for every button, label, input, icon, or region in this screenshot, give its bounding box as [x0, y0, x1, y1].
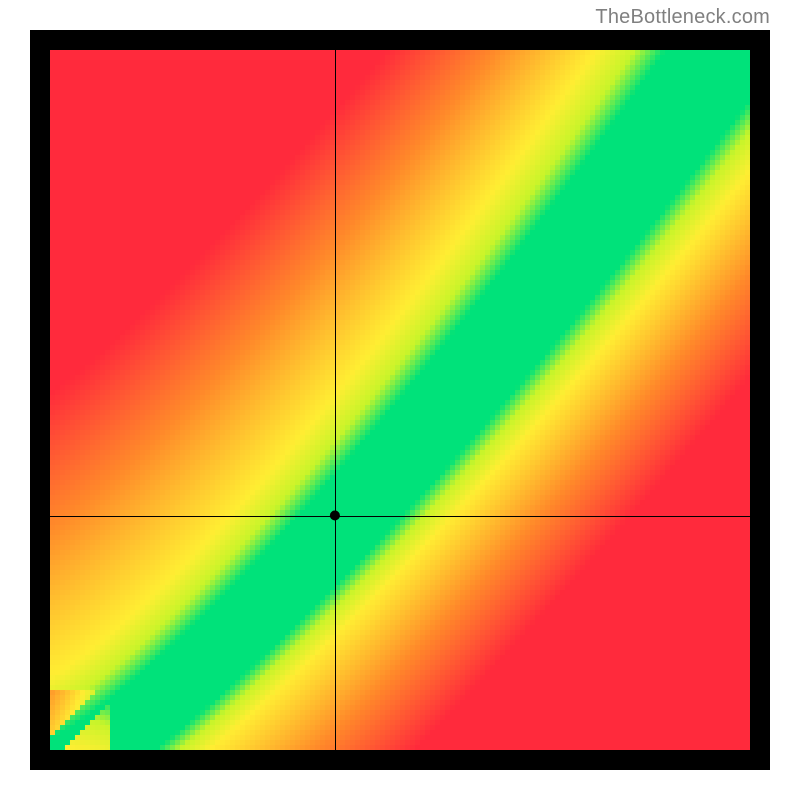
chart-frame	[30, 30, 770, 770]
crosshair-overlay	[50, 50, 750, 750]
watermark-text: TheBottleneck.com	[595, 6, 770, 29]
